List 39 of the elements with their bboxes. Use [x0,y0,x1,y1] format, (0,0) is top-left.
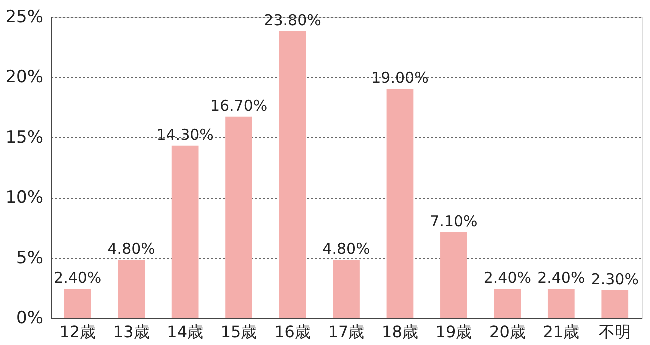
x-tick-label: 18歳 [382,322,418,342]
x-tick-label: 13歳 [113,322,150,342]
y-tick-label: 5% [16,248,44,268]
x-tick-label: 15歳 [220,322,258,342]
bar [333,260,360,318]
x-tick-label: 12歳 [60,322,96,342]
x-tick-label: 16歳 [274,322,311,342]
data-label: 2.40% [484,269,532,288]
bar [226,116,252,318]
data-label: 23.80% [264,11,322,30]
bar [494,289,522,318]
y-tick-label: 15% [6,128,44,148]
bar [386,89,414,318]
bar [602,290,629,318]
data-label: 2.40% [538,269,586,288]
x-tick-label: 不明 [599,322,632,342]
y-tick-label: 25% [6,8,44,28]
data-label: 2.30% [591,270,639,288]
x-tick-label: 17歳 [328,322,365,342]
data-label: 4.80% [322,240,370,258]
y-tick-label: 0% [16,308,44,328]
bar [279,31,306,318]
x-tick-label: 19歳 [436,322,472,342]
data-label: 16.70% [210,96,268,115]
x-tick-label: 21歳 [543,322,580,342]
y-tick-label: 20% [6,68,44,88]
data-label: 2.40% [54,269,102,288]
data-label: 4.80% [108,240,156,258]
bar [440,232,468,318]
y-tick-label: 10% [6,188,44,208]
data-label: 14.30% [156,126,214,144]
x-tick-label: 20歳 [490,322,526,342]
data-label: 19.00% [372,69,429,88]
x-tick-label: 14歳 [167,322,204,342]
bar [118,260,146,318]
data-label: 7.10% [430,212,478,231]
bar [172,146,199,318]
bar [548,289,575,318]
bar [64,289,92,318]
